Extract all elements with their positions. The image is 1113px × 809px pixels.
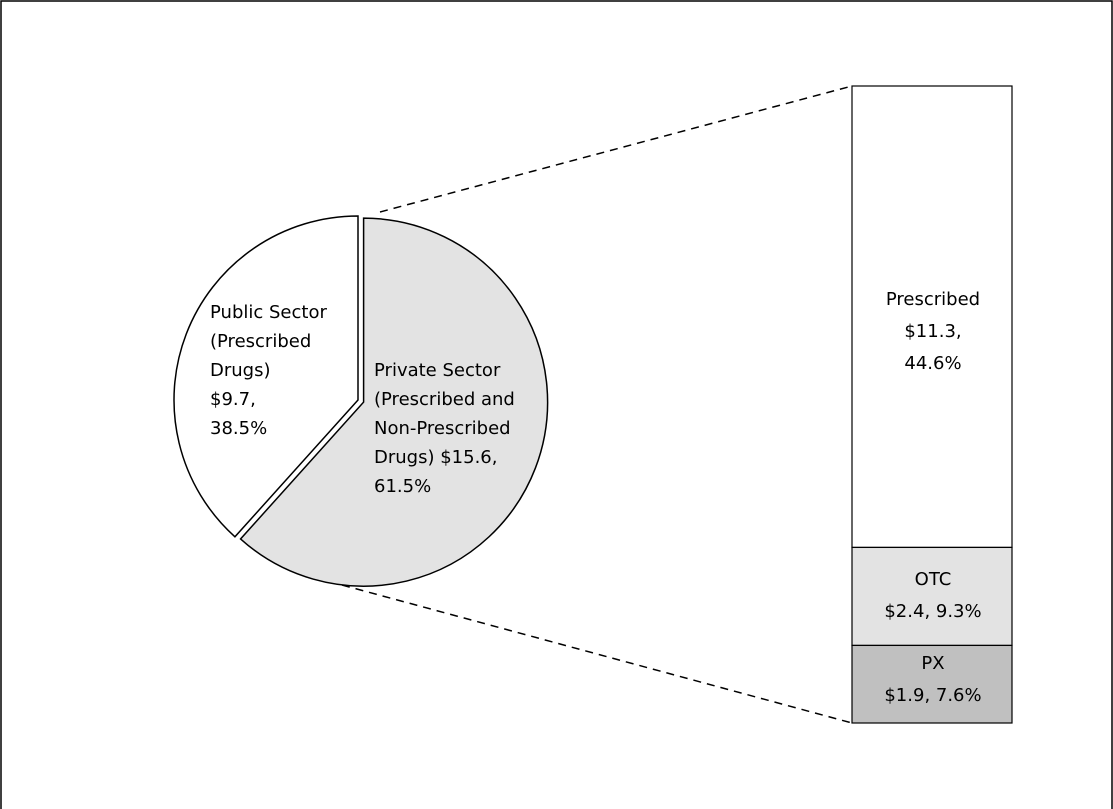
bar-label-prescribed-line-1: Prescribed: [886, 289, 980, 310]
pie-slice-public-sector: [173, 215, 359, 538]
connector-bottom: [341, 584, 853, 724]
pie-label-private-line-3: Non-Prescribed: [374, 418, 511, 439]
pie-label-public-line-4: $9.7,: [210, 389, 256, 410]
pie-chart: [173, 215, 549, 587]
bar-label-px-line-2: $1.9, 7.6%: [884, 685, 981, 706]
pie-label-public-line-1: Public Sector: [210, 302, 327, 323]
bar-label-prescribed-line-3: 44.6%: [904, 353, 961, 374]
connector-top: [379, 85, 853, 213]
pie-label-public-line-5: 38.5%: [210, 418, 267, 439]
bar-label-otc-line-2: $2.4, 9.3%: [884, 601, 981, 622]
bar-label-prescribed-line-2: $11.3,: [904, 321, 961, 342]
breakdown-bar: [851, 85, 1013, 724]
bar-segment-px: [851, 644, 1013, 724]
pie-label-private-line-1: Private Sector: [374, 360, 501, 381]
breakdown-bar-labels: Prescribed $11.3, 44.6% OTC $2.4, 9.3% P…: [884, 289, 981, 706]
pie-slice-private-sector: [239, 217, 549, 587]
bar-label-px-line-1: PX: [921, 653, 944, 674]
pie-label-public-line-2: (Prescribed: [210, 331, 311, 352]
pie-label-private-line-5: 61.5%: [374, 476, 431, 497]
bar-label-otc-line-1: OTC: [915, 569, 952, 590]
pie-label-private-line-2: (Prescribed and: [374, 389, 515, 410]
pie-label-private-line-4: Drugs) $15.6,: [374, 447, 497, 468]
bar-segment-prescribed: [851, 85, 1013, 549]
connector-lines: [341, 85, 853, 724]
pie-labels: Public Sector (Prescribed Drugs) $9.7, 3…: [210, 302, 515, 497]
pie-label-public-line-3: Drugs): [210, 360, 271, 381]
bar-segment-otc: [851, 546, 1013, 647]
